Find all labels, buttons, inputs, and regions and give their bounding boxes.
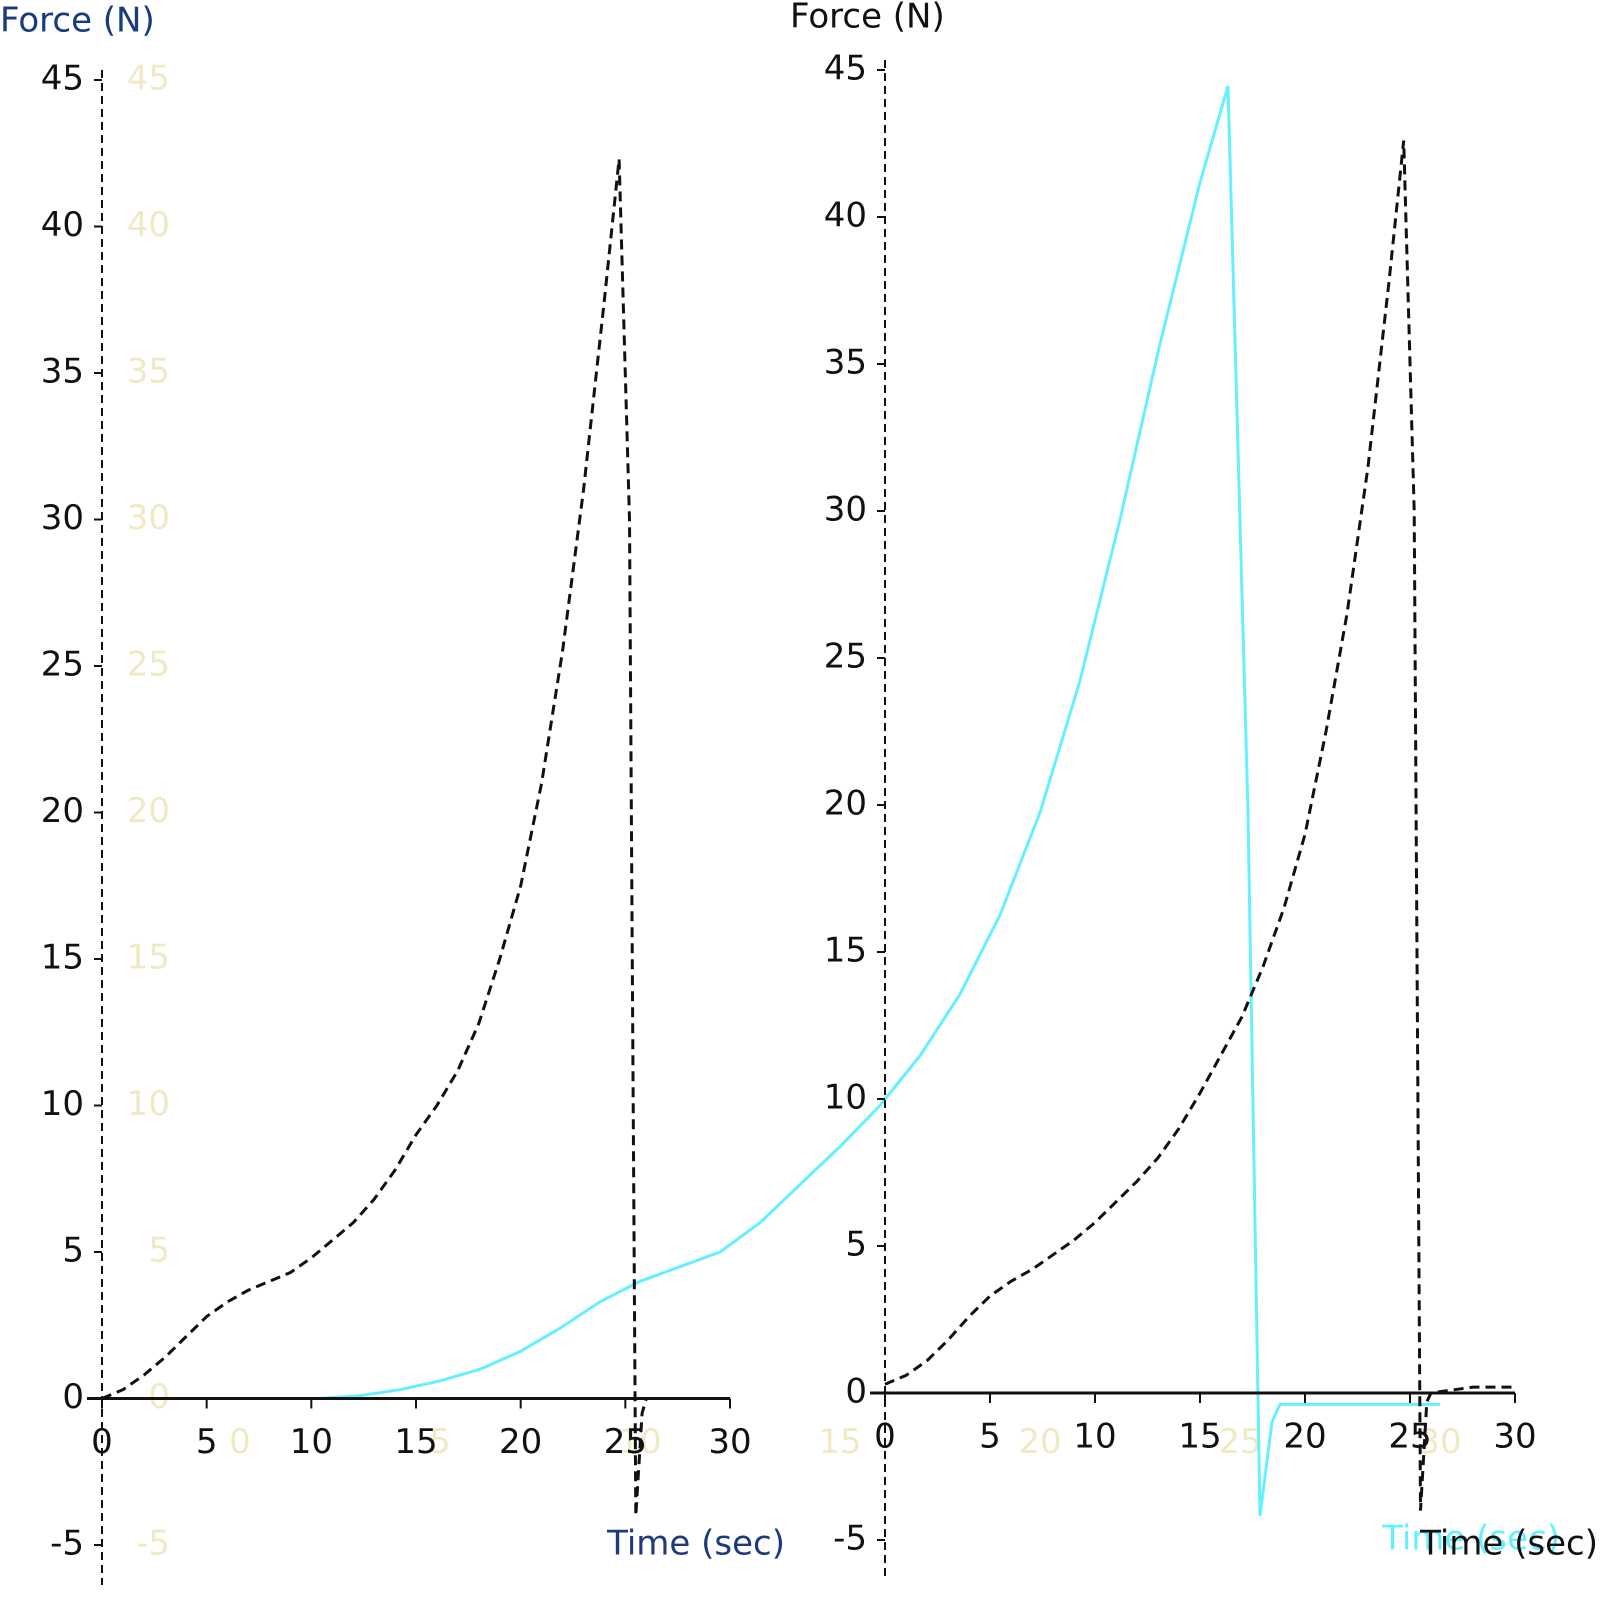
x-tick-label: 5	[979, 1417, 1001, 1457]
y-tick-label: 5	[845, 1225, 867, 1265]
x-tick-label: 20	[499, 1422, 542, 1462]
y-tick-label: 40	[824, 196, 867, 236]
x-tick-label: 25	[1218, 1422, 1261, 1462]
x-tick-label: 25	[1388, 1417, 1431, 1457]
y-tick-label: 30	[41, 498, 84, 538]
x-tick-label: 15	[1178, 1417, 1221, 1457]
x-axis-label: Time (sec)	[1419, 1524, 1598, 1564]
y-tick-label: 20	[824, 784, 867, 824]
x-tick-label: 20	[1283, 1417, 1326, 1457]
y-tick-label: 15	[824, 931, 867, 971]
x-tick-label: 30	[1493, 1417, 1536, 1457]
y-tick-label: 25	[127, 645, 170, 685]
y-tick-label: 40	[41, 205, 84, 245]
y-tick-label: 15	[127, 938, 170, 978]
x-axis-label: Time (sec)	[1381, 1519, 1560, 1559]
y-tick-label: 5	[62, 1231, 84, 1271]
data-line	[101, 158, 730, 1516]
y-tick-label: 20	[127, 791, 170, 831]
y-tick-label: 0	[845, 1372, 867, 1412]
y-tick-label: 30	[824, 490, 867, 530]
y-tick-label: 35	[41, 352, 84, 392]
y-tick-label: 0	[62, 1377, 84, 1417]
x-tick-label: 15	[394, 1422, 437, 1462]
data-line	[884, 140, 1515, 1511]
y-tick-label: 35	[127, 352, 170, 392]
x-tick-label: 30	[708, 1422, 751, 1462]
x-tick-label: 20	[1018, 1422, 1061, 1462]
x-tick-label: 0	[874, 1417, 896, 1457]
y-tick-label: 25	[824, 637, 867, 677]
y-tick-label: 10	[41, 1084, 84, 1124]
y-tick-label: 15	[41, 938, 84, 978]
y-tick-label: 45	[127, 59, 170, 99]
y-tick-label: 45	[824, 49, 867, 89]
y-tick-label: 20	[41, 791, 84, 831]
y-axis-label: Force (N)	[0, 1, 155, 41]
x-tick-label: 10	[1073, 1417, 1116, 1457]
y-tick-label: 5	[148, 1231, 170, 1271]
y-axis-label: Force (N)	[790, 0, 945, 37]
x-axis-label: Time (sec)	[606, 1524, 785, 1564]
y-tick-label: 10	[127, 1084, 170, 1124]
x-tick-label: 15	[818, 1422, 861, 1462]
y-tick-label: -5	[136, 1524, 170, 1564]
y-tick-label: 45	[41, 59, 84, 99]
y-tick-label: 25	[41, 645, 84, 685]
y-tick-label: 30	[127, 498, 170, 538]
y-tick-label: 10	[824, 1078, 867, 1118]
x-tick-label: 5	[196, 1422, 218, 1462]
x-tick-label: 10	[290, 1422, 333, 1462]
y-tick-label: 40	[127, 205, 170, 245]
data-line	[240, 85, 1440, 1516]
x-tick-label: 0	[229, 1422, 251, 1462]
y-tick-label: -5	[50, 1524, 84, 1564]
y-axis-label: Force (N)	[0, 1, 155, 41]
y-tick-label: -5	[833, 1519, 867, 1559]
y-tick-label: 35	[824, 343, 867, 383]
x-tick-label: 5	[429, 1422, 451, 1462]
